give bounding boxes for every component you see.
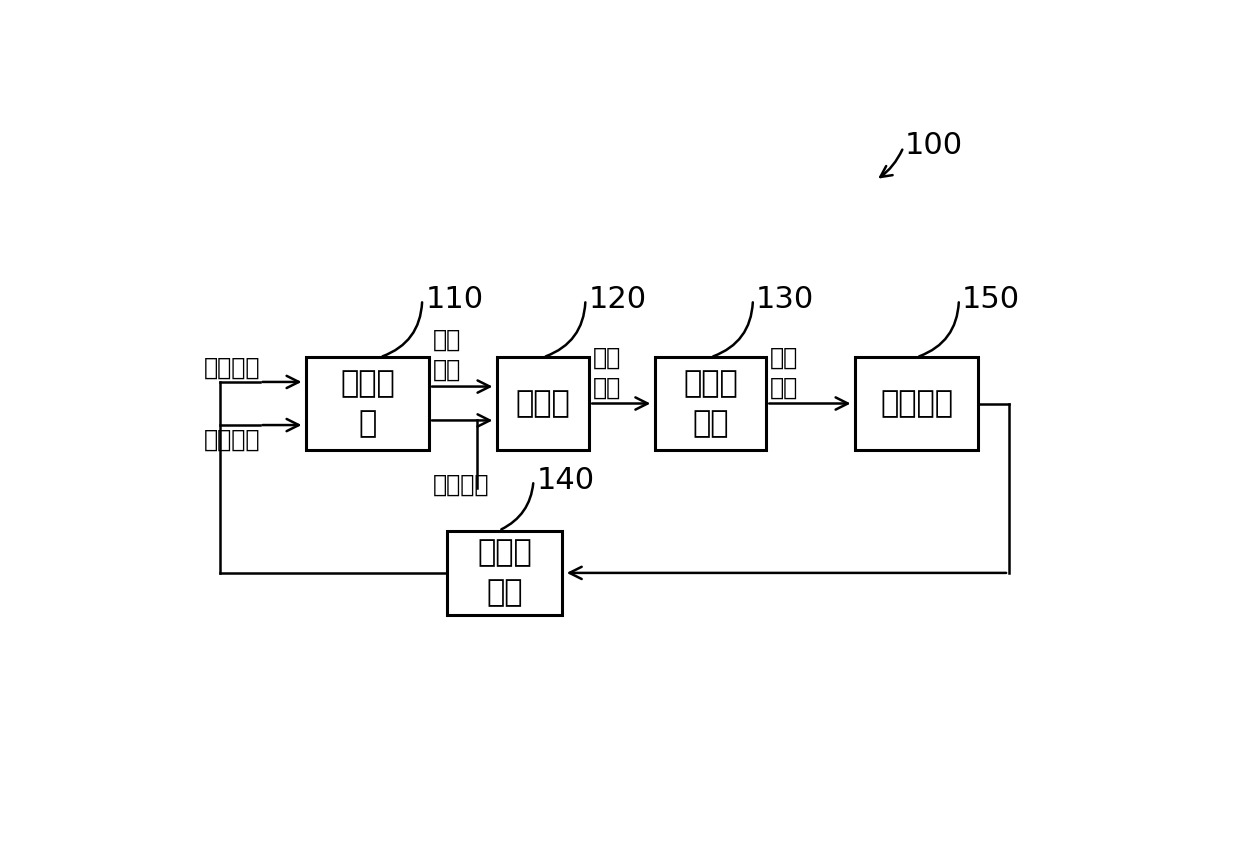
Text: 参考电平: 参考电平 <box>433 472 490 496</box>
Bar <box>854 357 978 450</box>
Text: 负反馈
模块: 负反馈 模块 <box>477 538 532 608</box>
Text: 测量模块: 测量模块 <box>880 389 954 418</box>
Bar <box>446 531 563 615</box>
Bar <box>497 357 589 450</box>
Bar <box>655 357 766 450</box>
Text: 110: 110 <box>425 285 484 314</box>
Bar <box>306 357 429 450</box>
Text: 数字
信号: 数字 信号 <box>770 346 799 400</box>
Text: 传输控
制器: 传输控 制器 <box>683 369 738 439</box>
Text: 反馈信号: 反馈信号 <box>205 427 260 452</box>
Text: 初始信号: 初始信号 <box>205 356 260 379</box>
Text: 积分模
块: 积分模 块 <box>340 369 394 439</box>
Text: 130: 130 <box>756 285 815 314</box>
Text: 150: 150 <box>962 285 1021 314</box>
Text: 100: 100 <box>905 131 963 160</box>
Text: 140: 140 <box>537 466 595 495</box>
Text: 积分
信号: 积分 信号 <box>433 329 461 382</box>
Text: 比较
信号: 比较 信号 <box>593 346 621 400</box>
Text: 120: 120 <box>589 285 646 314</box>
Text: 比较器: 比较器 <box>516 389 570 418</box>
